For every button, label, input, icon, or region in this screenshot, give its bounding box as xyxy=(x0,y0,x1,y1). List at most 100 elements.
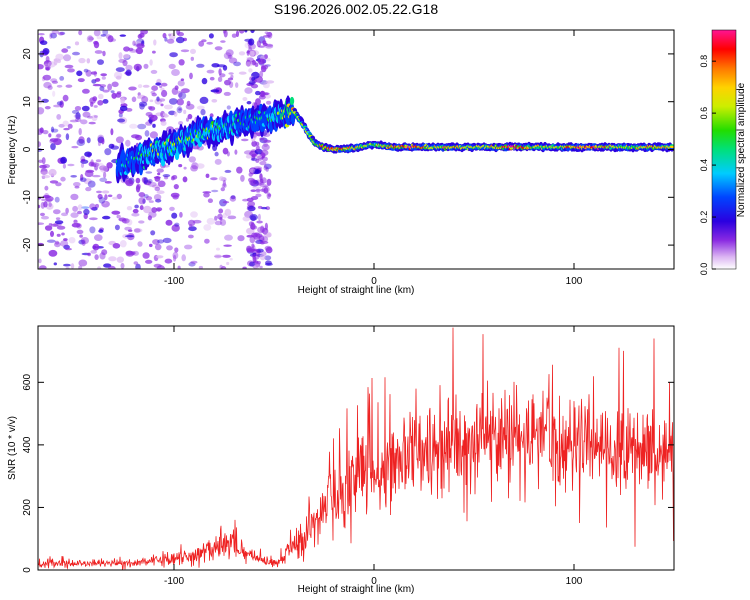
noise-speckle xyxy=(224,169,232,173)
noise-speckle xyxy=(101,249,108,256)
noise-speckle xyxy=(110,90,115,93)
noise-speckle xyxy=(211,99,218,103)
noise-speckle xyxy=(97,59,104,65)
noise-speckle xyxy=(251,71,260,79)
noise-speckle xyxy=(262,42,268,46)
noise-speckle xyxy=(118,52,123,60)
noise-speckle xyxy=(92,174,101,178)
noise-speckle xyxy=(119,240,127,248)
noise-speckle xyxy=(254,264,260,269)
colorbar-tick-label: 0.0 xyxy=(699,263,709,276)
noise-speckle xyxy=(59,100,64,108)
noise-speckle xyxy=(67,68,75,73)
noise-speckle xyxy=(162,32,167,39)
noise-speckle xyxy=(198,265,203,269)
noise-speckle xyxy=(98,229,104,233)
noise-speckle xyxy=(168,33,172,37)
noise-speckle xyxy=(38,33,45,36)
noise-speckle xyxy=(265,43,274,47)
noise-speckle xyxy=(235,82,239,88)
noise-speckle xyxy=(41,157,46,165)
noise-speckle xyxy=(124,226,132,231)
noise-speckle xyxy=(233,61,242,67)
noise-speckle xyxy=(56,59,62,64)
noise-speckle xyxy=(266,178,272,186)
noise-speckle xyxy=(174,85,179,90)
noise-speckle xyxy=(63,127,70,131)
noise-speckle xyxy=(228,57,238,64)
noise-speckle xyxy=(187,219,196,227)
noise-speckle xyxy=(154,186,161,192)
noise-speckle xyxy=(38,128,43,135)
noise-speckle xyxy=(248,68,253,73)
noise-speckle xyxy=(240,174,245,182)
noise-speckle xyxy=(159,85,163,89)
noise-speckle xyxy=(249,236,256,244)
noise-speckle xyxy=(153,176,161,179)
noise-speckle xyxy=(241,138,249,142)
noise-speckle xyxy=(135,47,144,55)
noise-speckle xyxy=(227,54,233,59)
noise-speckle xyxy=(119,34,127,37)
noise-speckle xyxy=(43,201,48,208)
noise-speckle xyxy=(238,51,246,56)
noise-speckle xyxy=(60,176,66,182)
noise-speckle xyxy=(156,265,165,269)
noise-speckle xyxy=(122,59,128,67)
noise-speckle xyxy=(81,105,90,112)
noise-speckle xyxy=(156,255,164,259)
colorbar-tick-label: 0.2 xyxy=(699,211,709,224)
x-tick-label: 100 xyxy=(566,576,583,587)
noise-speckle xyxy=(77,204,83,211)
noise-speckle xyxy=(44,225,53,231)
noise-speckle xyxy=(248,80,256,86)
noise-speckle xyxy=(43,81,52,89)
noise-speckle xyxy=(129,49,138,53)
noise-speckle xyxy=(40,171,49,175)
noise-speckle xyxy=(112,196,119,200)
noise-speckle xyxy=(198,40,205,47)
noise-speckle xyxy=(97,193,103,200)
noise-speckle xyxy=(111,210,121,215)
noise-speckle xyxy=(158,98,166,102)
noise-speckle xyxy=(111,81,119,88)
noise-speckle xyxy=(164,258,173,264)
noise-speckle xyxy=(226,105,231,110)
noise-speckle xyxy=(249,168,256,173)
noise-speckle xyxy=(191,144,200,150)
noise-speckle xyxy=(76,70,83,77)
noise-speckle xyxy=(42,130,49,135)
noise-speckle xyxy=(255,141,260,146)
noise-speckle xyxy=(102,215,111,220)
noise-speckle xyxy=(110,128,114,136)
noise-speckle xyxy=(89,226,96,234)
noise-speckle xyxy=(98,93,104,100)
noise-speckle xyxy=(145,112,153,117)
noise-speckle xyxy=(68,237,76,244)
noise-speckle xyxy=(55,182,62,187)
noise-speckle xyxy=(88,161,95,167)
noise-speckle xyxy=(209,76,215,81)
snr-series-line xyxy=(38,327,674,570)
noise-speckle xyxy=(87,252,91,257)
noise-speckle xyxy=(179,211,183,218)
noise-speckle xyxy=(118,58,127,63)
noise-speckle xyxy=(216,247,220,251)
noise-speckle xyxy=(223,244,232,247)
noise-speckle xyxy=(183,109,187,115)
y-tick-label: -10 xyxy=(22,190,33,205)
noise-speckle xyxy=(150,69,158,74)
noise-speckle xyxy=(71,145,79,149)
noise-speckle xyxy=(170,192,180,198)
noise-speckle xyxy=(139,101,148,107)
noise-speckle xyxy=(126,219,133,226)
noise-speckle xyxy=(77,210,82,215)
noise-speckle xyxy=(218,176,225,182)
y-tick-label: -20 xyxy=(22,237,33,252)
noise-speckle xyxy=(263,165,268,171)
noise-speckle xyxy=(176,106,183,114)
noise-speckle xyxy=(248,172,253,177)
noise-speckle xyxy=(120,97,125,105)
noise-speckle xyxy=(93,30,101,37)
